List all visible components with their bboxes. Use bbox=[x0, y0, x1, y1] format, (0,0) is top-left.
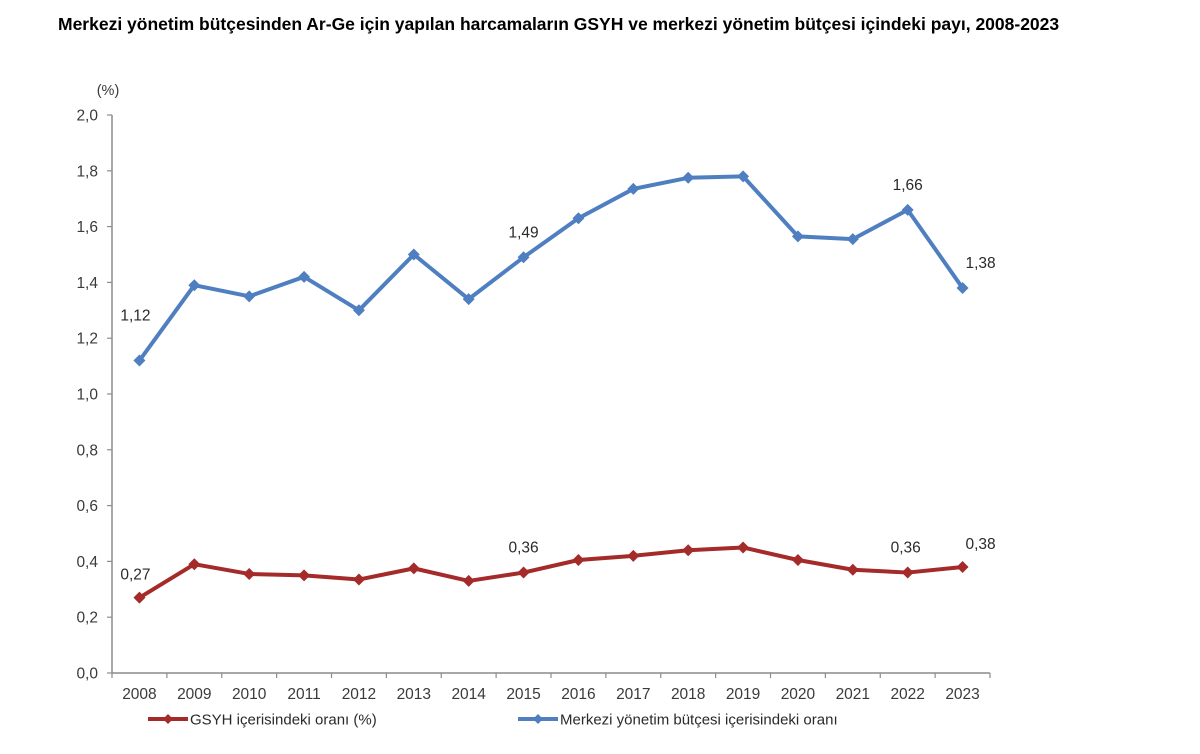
data-point bbox=[352, 573, 365, 586]
x-tick-label: 2021 bbox=[836, 686, 870, 703]
y-tick-label: 2,0 bbox=[76, 108, 98, 125]
legend-item: GSYH içerisindeki oranı (%) bbox=[148, 712, 377, 729]
data-point bbox=[462, 293, 475, 306]
series-line bbox=[137, 174, 965, 362]
data-point bbox=[791, 230, 804, 243]
x-tick-label: 2010 bbox=[232, 686, 267, 703]
data-point bbox=[298, 569, 311, 582]
data-label: 1,66 bbox=[893, 177, 923, 194]
data-point bbox=[462, 574, 475, 587]
data-point bbox=[846, 563, 859, 576]
legend-item: Merkezi yönetim bütçesi içerisindeki ora… bbox=[518, 712, 838, 729]
data-point bbox=[956, 560, 969, 573]
data-label: 0,36 bbox=[508, 540, 538, 557]
x-tick-label: 2008 bbox=[122, 686, 156, 703]
data-point bbox=[243, 567, 256, 580]
x-tick-label: 2020 bbox=[781, 686, 816, 703]
data-point bbox=[791, 554, 804, 567]
data-point bbox=[682, 544, 695, 557]
data-point bbox=[572, 554, 585, 567]
y-tick-label: 0,8 bbox=[76, 442, 98, 459]
data-point bbox=[901, 566, 914, 579]
data-label: 1,38 bbox=[965, 255, 995, 272]
axes: (%) 0,0 0,2 0,4 0,6 0,8 1,0 1,2 1,4 1,6 1,8 2,0 2008… bbox=[76, 83, 991, 703]
y-tick-label: 1,8 bbox=[76, 163, 98, 180]
data-labels: 0,27 0,36 0,36 0,38 1,12 1,49 1,66 1,38 bbox=[120, 177, 995, 584]
y-tick-label: 1,4 bbox=[76, 275, 98, 292]
x-tick-label: 2018 bbox=[671, 686, 705, 703]
legend-label: Merkezi yönetim bütçesi içerisindeki ora… bbox=[560, 712, 838, 729]
series-butce bbox=[133, 170, 969, 367]
legend-label: GSYH içerisindeki oranı (%) bbox=[190, 712, 377, 729]
y-tick-label: 1,0 bbox=[76, 387, 98, 404]
data-point bbox=[298, 270, 311, 283]
data-point bbox=[682, 171, 695, 184]
data-label: 0,38 bbox=[965, 536, 995, 553]
y-tick-label: 0,0 bbox=[76, 666, 98, 683]
y-axis-unit-label: (%) bbox=[97, 83, 120, 99]
data-point bbox=[188, 279, 201, 292]
data-point bbox=[407, 562, 420, 575]
legend-marker bbox=[163, 714, 173, 724]
x-tick-label: 2009 bbox=[177, 686, 211, 703]
series-line bbox=[138, 545, 963, 600]
series-gsyh bbox=[133, 541, 969, 604]
data-point bbox=[627, 182, 640, 195]
x-tick-label: 2022 bbox=[890, 686, 924, 703]
data-point bbox=[517, 251, 530, 264]
data-point bbox=[627, 549, 640, 562]
data-point bbox=[737, 170, 750, 183]
data-point bbox=[352, 304, 365, 317]
data-point bbox=[737, 541, 750, 554]
y-tick-label: 0,4 bbox=[76, 554, 98, 571]
y-tick-label: 0,6 bbox=[76, 498, 98, 515]
data-point bbox=[956, 281, 969, 294]
chart-title: Merkezi yönetim bütçesinden Ar-Ge için y… bbox=[58, 14, 1060, 34]
data-label: 0,27 bbox=[120, 567, 150, 584]
x-tick-label: 2013 bbox=[397, 686, 431, 703]
data-point bbox=[133, 354, 146, 367]
data-point bbox=[188, 558, 201, 571]
x-tick-label: 2014 bbox=[451, 686, 486, 703]
data-point bbox=[901, 203, 914, 216]
y-tick-label: 1,6 bbox=[76, 219, 98, 236]
data-point bbox=[407, 248, 420, 261]
x-tick-label: 2023 bbox=[945, 686, 979, 703]
data-point bbox=[517, 566, 530, 579]
y-tick-label: 0,2 bbox=[76, 610, 98, 627]
x-tick-label: 2017 bbox=[616, 686, 650, 703]
x-tick-label: 2012 bbox=[342, 686, 376, 703]
data-label: 1,49 bbox=[508, 224, 538, 241]
data-point bbox=[846, 233, 859, 246]
legend: GSYH içerisindeki oranı (%) Merkezi yönet… bbox=[148, 712, 838, 729]
data-point bbox=[243, 290, 256, 303]
y-tick-label: 1,2 bbox=[76, 331, 98, 348]
data-point bbox=[572, 212, 585, 225]
x-tick-label: 2015 bbox=[506, 686, 540, 703]
data-label: 0,36 bbox=[891, 540, 921, 557]
series-layer bbox=[133, 170, 969, 604]
data-point bbox=[133, 591, 146, 604]
x-tick-label: 2011 bbox=[287, 686, 320, 703]
x-tick-label: 2019 bbox=[726, 686, 760, 703]
legend-marker bbox=[533, 714, 543, 724]
data-label: 1,12 bbox=[120, 308, 150, 325]
x-tick-label: 2016 bbox=[561, 686, 595, 703]
